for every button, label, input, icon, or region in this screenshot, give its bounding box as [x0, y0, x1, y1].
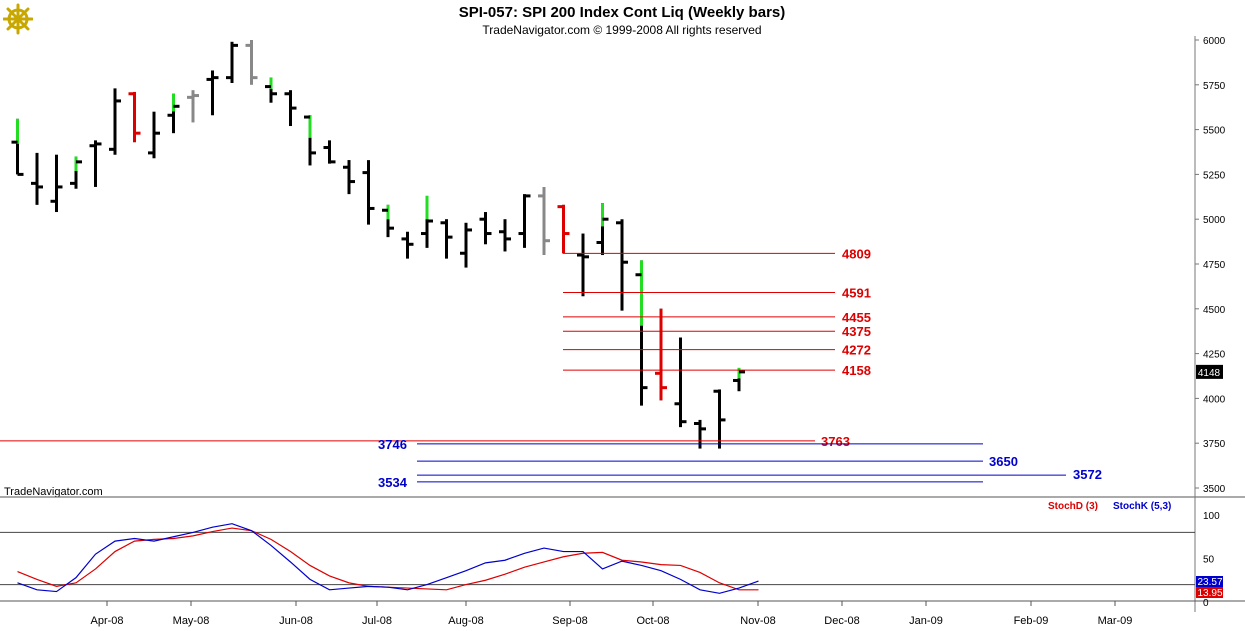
date-tick-label: Mar-09 [1098, 615, 1133, 627]
ohlc-bar [733, 367, 745, 392]
stoch-k-value-box [1196, 576, 1223, 587]
ohlc-bar [635, 260, 648, 406]
price-tick-label: 6000 [1203, 36, 1226, 47]
stoch-series-line [17, 523, 759, 594]
date-tick-label: May-08 [173, 615, 210, 627]
ohlc-bar [382, 204, 394, 238]
chart-title: SPI-057: SPI 200 Index Cont Liq (Weekly … [459, 4, 786, 21]
ohlc-bar [148, 111, 160, 159]
ohlc-bar [479, 212, 492, 245]
ohlc-bar [167, 93, 180, 134]
tradenavigator-logo-icon [2, 3, 34, 35]
date-tick-label: Jul-08 [362, 615, 392, 627]
stoch-legend-d: StochD (3) [1048, 501, 1098, 512]
price-tick-label: 4250 [1203, 350, 1226, 361]
price-tick-label: 5000 [1203, 215, 1226, 226]
date-axis: Apr-08 May-08 Jun-08 Jul-08 Aug-08 Sep-08 Oct-… [90, 601, 1132, 627]
price-tick-label: 5750 [1203, 81, 1226, 92]
ohlc-bar [187, 90, 199, 123]
resistance-label: 4809 [842, 246, 871, 261]
date-tick-label: Apr-08 [90, 615, 123, 627]
stoch-legend-k: StochK (5,3) [1113, 501, 1171, 512]
ohlc-bar [499, 219, 511, 252]
ohlc-bar [518, 194, 531, 248]
ohlc-bar [128, 91, 141, 143]
ohlc-bar [31, 152, 43, 205]
ohlc-bar [70, 156, 82, 189]
ohlc-bar [11, 118, 24, 176]
support-label: 3746 [378, 437, 407, 452]
ohlc-bar [226, 41, 238, 84]
stoch-series-line [17, 527, 759, 591]
ohlc-bar [713, 389, 726, 449]
support-label: 3650 [989, 454, 1018, 469]
date-tick-label: Aug-08 [448, 615, 483, 627]
date-tick-label: Sep-08 [552, 615, 587, 627]
ohlc-bar [655, 308, 667, 401]
watermark: TradeNavigator.com [4, 486, 103, 498]
price-tick-label: 4000 [1203, 394, 1226, 405]
ohlc-bar [89, 140, 102, 187]
stoch-tick-label: 0 [1203, 598, 1209, 609]
stoch-d-value: 13.95 [1197, 588, 1222, 599]
date-tick-label: Dec-08 [824, 615, 859, 627]
resistance-label: 4455 [842, 310, 871, 325]
ohlc-bar [596, 203, 609, 256]
ohlc-bar [538, 186, 550, 256]
price-tick-label: 5500 [1203, 126, 1226, 137]
ohlc-bar [577, 233, 589, 297]
ohlc-bar [362, 160, 375, 225]
ohlc-bar [460, 222, 472, 268]
ohlc-bar [323, 140, 336, 164]
stoch-tick-label: 100 [1203, 511, 1220, 522]
ohlc-bar [557, 204, 570, 254]
support-label: 3534 [378, 475, 408, 490]
ohlc-bar [674, 337, 687, 428]
resistance-label: 4272 [842, 343, 871, 358]
price-tick-label: 5250 [1203, 170, 1226, 181]
date-tick-label: Oct-08 [636, 615, 669, 627]
price-tick-label: 3500 [1203, 484, 1226, 495]
resistance-label: 4591 [842, 285, 871, 300]
ohlc-bar [343, 160, 355, 195]
date-tick-label: Jan-09 [909, 615, 943, 627]
ohlc-bar [421, 195, 433, 248]
price-axis: 3500 3750 4000 4250 4500 4750 5000 5250 5500 5750… [0, 36, 1245, 612]
resistance-label: 3763 [821, 434, 850, 449]
stoch-tick-label: 50 [1203, 555, 1215, 566]
last-price-marker [1196, 364, 1223, 379]
ohlc-bar [265, 77, 277, 103]
ohlc-bar [304, 115, 316, 166]
price-tick-label: 4500 [1203, 305, 1226, 316]
price-tick-label: 3750 [1203, 439, 1226, 450]
ohlc-bar [616, 219, 628, 311]
ohlc-bar [401, 231, 414, 259]
support-label: 3572 [1073, 467, 1102, 482]
ohlc-bar [245, 40, 258, 85]
ohlc-bar [50, 154, 63, 213]
stoch-k-value: 23.57 [1197, 577, 1222, 588]
ohlc-bar [206, 70, 219, 116]
date-tick-label: Jun-08 [279, 615, 313, 627]
date-tick-label: Nov-08 [740, 615, 775, 627]
price-bars [11, 40, 745, 449]
date-tick-label: Feb-09 [1014, 615, 1049, 627]
stoch-d-value-box [1196, 587, 1223, 598]
ohlc-bar [109, 88, 121, 155]
resistance-label: 4158 [842, 363, 871, 378]
chart-copyright: TradeNavigator.com © 1999-2008 All right… [482, 23, 761, 37]
ohlc-bar [284, 90, 297, 127]
ohlc-bar [440, 219, 453, 259]
last-price-label: 4148 [1198, 368, 1221, 379]
price-tick-label: 4750 [1203, 260, 1226, 271]
resistance-label: 4375 [842, 324, 871, 339]
